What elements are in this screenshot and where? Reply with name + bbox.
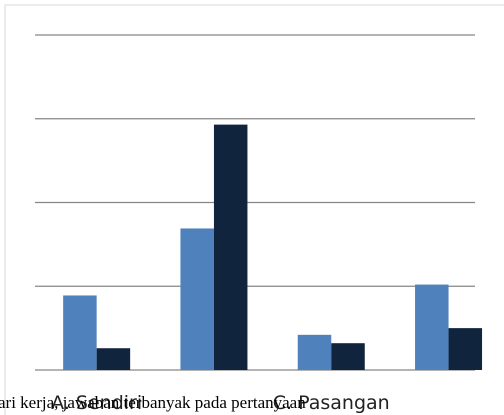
bar: [415, 284, 449, 370]
bar: [180, 228, 214, 370]
bar: [448, 328, 483, 370]
bar: [213, 124, 248, 370]
bar: [331, 343, 365, 370]
labels: A. Sendiri C. Pasangan: [51, 392, 390, 414]
x-tick-label: A. Sendiri: [51, 392, 142, 414]
bar: [297, 334, 332, 370]
bar: [96, 348, 131, 370]
overlay-text: ari kerja, jawaban terbanyak pada pertan…: [0, 393, 306, 412]
bar: [63, 295, 97, 370]
x-tick-label: C. Pasangan: [273, 392, 390, 414]
plot: [35, 34, 483, 371]
